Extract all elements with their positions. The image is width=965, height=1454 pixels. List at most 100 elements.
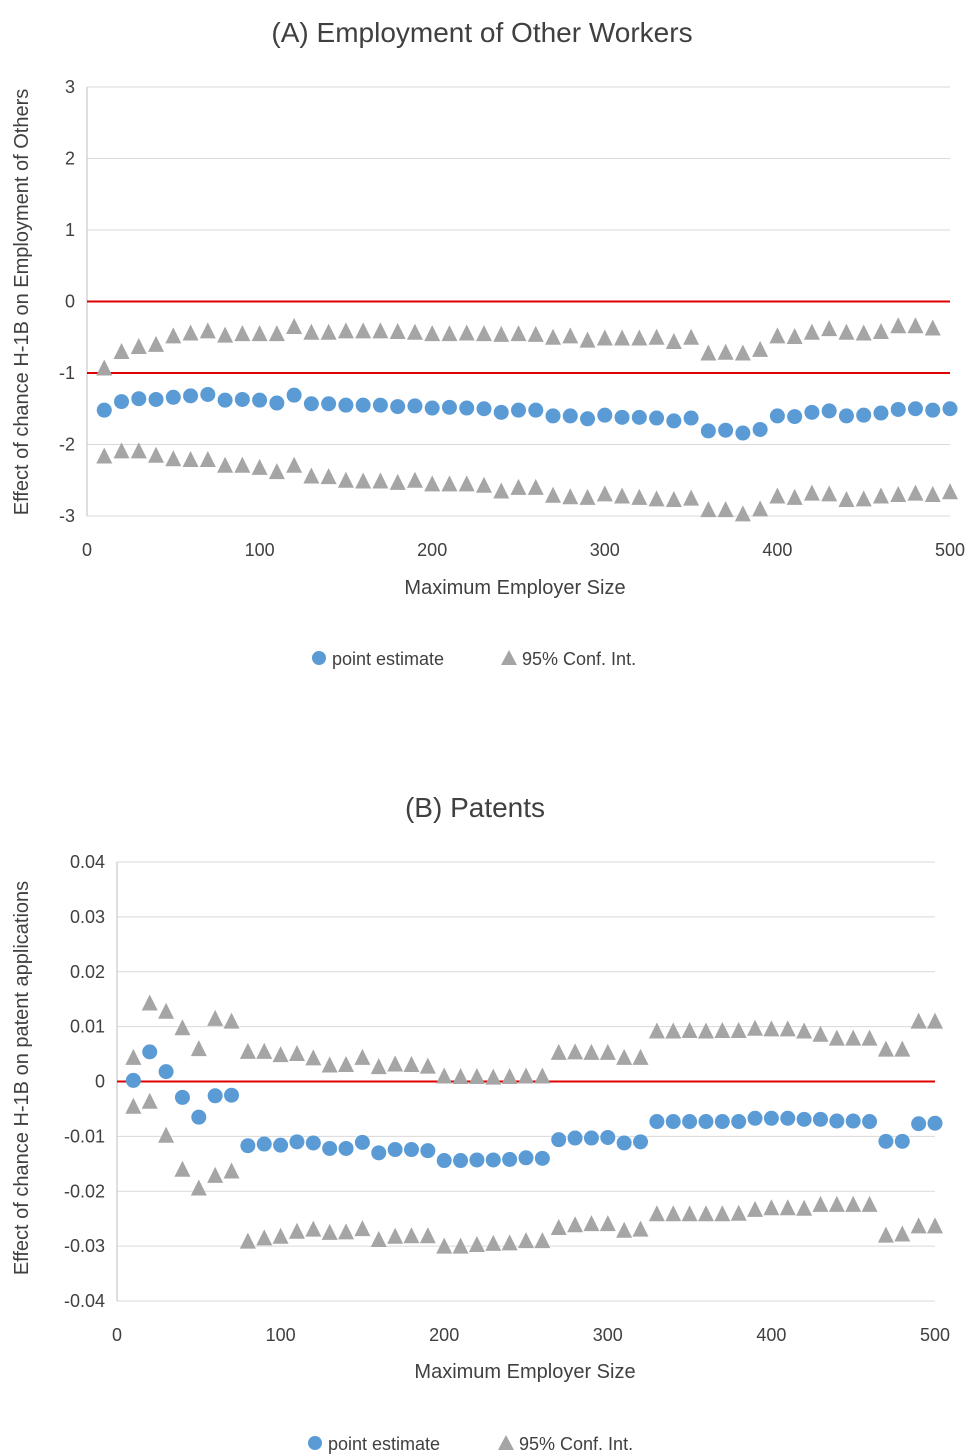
chart-a-ci-upper-marker (821, 320, 838, 337)
chart-b-ci-lower-marker (616, 1221, 633, 1238)
chart-b-x-tick-label: 400 (756, 1325, 786, 1345)
chart-b-point-marker (453, 1153, 469, 1169)
chart-a-x-tick-label: 0 (82, 540, 92, 560)
chart-b-ci-upper-marker (436, 1067, 453, 1084)
chart-b-point-marker (469, 1152, 485, 1168)
chart-a-point-marker (338, 397, 354, 413)
chart-a-ci-upper-marker (217, 326, 234, 343)
chart-b-ci-lower-marker (223, 1162, 240, 1179)
chart-b-ci-lower-marker (648, 1205, 665, 1222)
chart-b-ci-lower-marker (599, 1215, 616, 1232)
chart-b-point-marker (534, 1150, 550, 1166)
chart-a-ci-upper-marker (234, 325, 251, 342)
chart-a-marks (96, 317, 958, 522)
chart-a-ci-lower-marker (596, 485, 613, 502)
chart-a-point-marker (718, 422, 734, 438)
chart-a-ci-lower-marker (199, 451, 216, 468)
chart-a-point-marker (321, 396, 337, 412)
chart-b-ci-lower-marker (567, 1216, 584, 1233)
chart-a-ci-upper-marker (113, 343, 130, 360)
chart-b-point-marker (649, 1114, 665, 1130)
chart-b-ci-upper-marker (747, 1019, 764, 1036)
chart-b-ci-lower-marker (174, 1160, 191, 1177)
chart-a-point-marker (372, 397, 388, 413)
chart-b-ci-lower-marker (877, 1226, 894, 1243)
chart-a-reference-lines (87, 300, 950, 374)
chart-a-ci-upper-marker (803, 323, 820, 340)
chart-a-ci-lower-marker (303, 467, 320, 484)
chart-a-ci-upper-marker (406, 323, 423, 340)
chart-a-ci-upper-marker (165, 327, 182, 344)
chart-a-ci-lower-marker (924, 486, 941, 503)
chart-b-point-marker (633, 1134, 649, 1150)
chart-a-ci-lower-marker (907, 484, 924, 501)
chart-a-ci-upper-marker (665, 333, 682, 350)
chart-b-ci-lower-marker (125, 1097, 142, 1114)
chart-a-x-tick-label: 200 (417, 540, 447, 560)
chart-b: (B) Patents -0.04 -0.03 -0.02 -0.01 0 0.01 0.0… (11, 792, 950, 1454)
chart-b-ci-lower-marker (861, 1195, 878, 1212)
chart-b-ci-lower-marker (632, 1220, 649, 1237)
chart-a-ci-lower-marker (475, 476, 492, 493)
chart-b-ci-lower-marker (436, 1237, 453, 1254)
chart-a-ci-upper-marker (182, 324, 199, 341)
chart-b-ci-upper-marker (223, 1012, 240, 1029)
chart-a-ci-upper-marker (389, 323, 406, 340)
chart-a-point-marker (545, 408, 561, 424)
chart-a-ci-upper-marker (286, 318, 303, 335)
chart-b-ci-upper-marker (567, 1043, 584, 1060)
chart-b-ci-upper-marker (354, 1048, 371, 1065)
chart-b-ci-lower-marker (763, 1199, 780, 1216)
chart-b-point-marker (731, 1114, 747, 1130)
chart-a-point-marker (580, 411, 596, 427)
chart-b-y-tick-label: -0.03 (64, 1236, 105, 1256)
chart-a-ci-lower-marker (717, 501, 734, 518)
chart-a-ci-lower-marker (838, 491, 855, 508)
chart-b-point-marker (174, 1089, 190, 1105)
chart-b-x-axis-title: Maximum Employer Size (414, 1361, 635, 1383)
chart-a-ci-lower-marker (389, 473, 406, 490)
chart-a-ci-upper-marker (424, 325, 441, 342)
chart-b-legend: point estimate 95% Conf. Int. (308, 1434, 633, 1454)
chart-b-ci-lower-marker (207, 1166, 224, 1183)
chart-b-ci-upper-marker (468, 1068, 485, 1085)
chart-b-ci-lower-marker (239, 1232, 256, 1249)
chart-a-point-marker (407, 398, 423, 414)
chart-b-ci-lower-marker (468, 1235, 485, 1252)
chart-b-ci-lower-marker (190, 1179, 207, 1196)
chart-a-ci-lower-marker (268, 463, 285, 480)
chart-b-ci-upper-marker (518, 1067, 534, 1084)
chart-a-ci-upper-marker (786, 328, 803, 345)
chart-a-point-marker (424, 400, 440, 416)
chart-a-point-marker (131, 391, 147, 407)
chart-b-ci-upper-marker (550, 1043, 567, 1060)
chart-b-ci-lower-marker (796, 1199, 813, 1216)
chart-b-ci-lower-marker (845, 1195, 862, 1212)
chart-b-ci-lower-marker (747, 1200, 764, 1217)
chart-b-ci-upper-marker (485, 1068, 502, 1085)
chart-a-ci-upper-marker (872, 323, 889, 340)
chart-b-point-marker (289, 1134, 305, 1150)
chart-a-point-marker (752, 421, 768, 437)
chart-b-ci-upper-marker (321, 1056, 338, 1073)
chart-a-point-marker (787, 409, 803, 425)
chart-a-point-marker (838, 408, 854, 424)
chart-b-ci-lower-marker (305, 1220, 322, 1237)
chart-b-ci-upper-marker (239, 1042, 256, 1059)
chart-a-ci-lower-marker (527, 478, 544, 495)
chart-a-point-marker (165, 389, 181, 405)
chart-a-ci-lower-marker (251, 458, 268, 475)
chart-a-ci-lower-marker (424, 475, 441, 492)
chart-b-point-marker (224, 1087, 240, 1103)
chart-b-point-marker (862, 1114, 878, 1130)
chart-b-ci-upper-marker (927, 1012, 943, 1029)
chart-b-ci-upper-marker (665, 1022, 682, 1039)
chart-a-point-marker (821, 403, 837, 419)
chart-b-ci-upper-marker (403, 1055, 420, 1072)
chart-b-point-marker (338, 1140, 354, 1156)
chart-b-ci-lower-marker (256, 1229, 273, 1246)
chart-a-y-axis-title: Effect of chance H-1B on Employment of O… (11, 89, 33, 516)
chart-a-ci-lower-marker (286, 456, 303, 473)
chart-b-ci-upper-marker (190, 1040, 207, 1057)
